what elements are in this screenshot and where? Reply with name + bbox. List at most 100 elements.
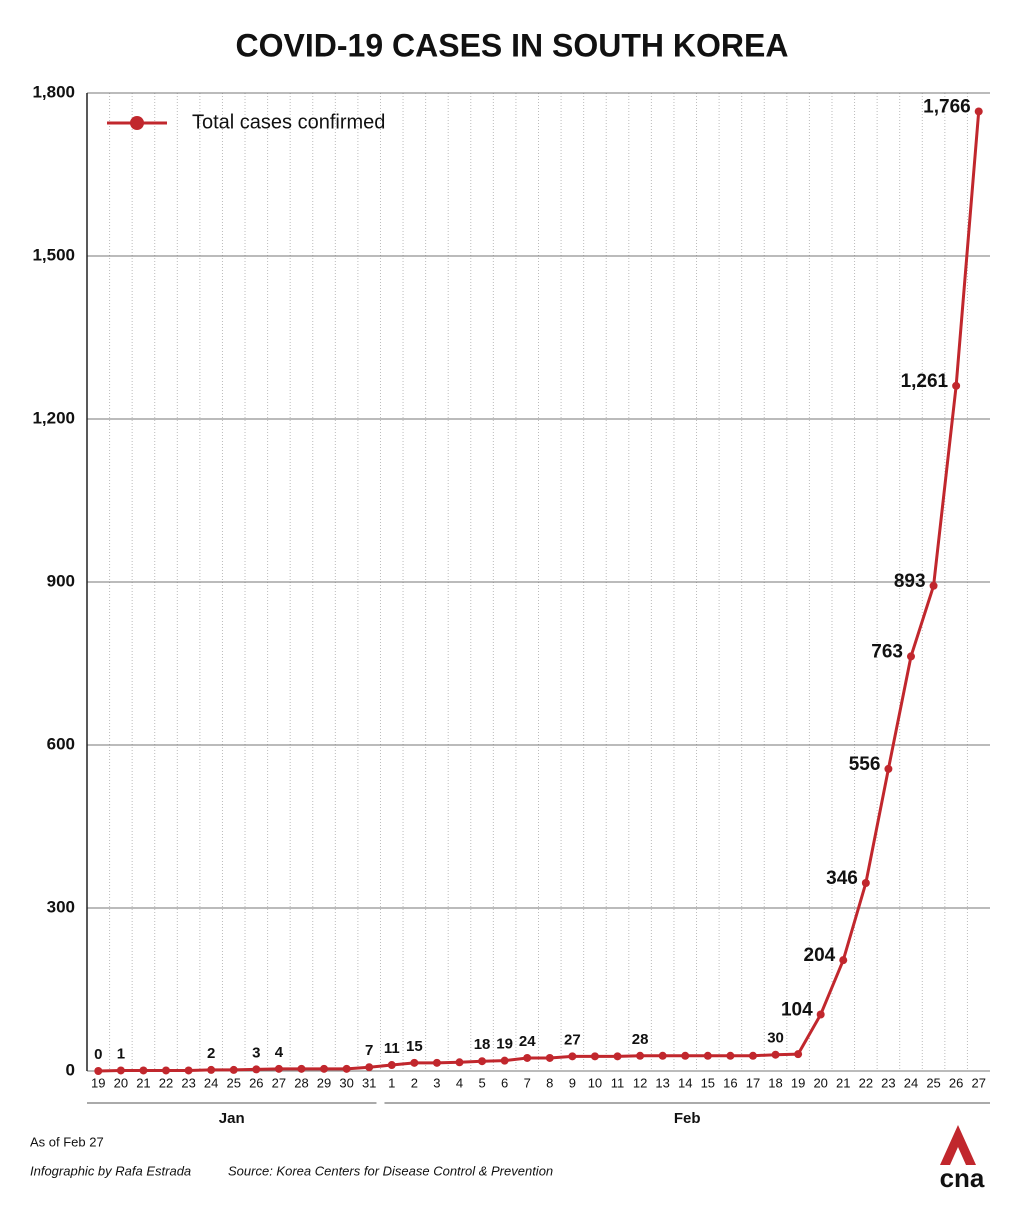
data-label: 204 [804, 945, 836, 966]
x-tick-label: 25 [227, 1075, 241, 1090]
data-label: 1,261 [901, 371, 949, 392]
data-point [478, 1057, 487, 1066]
data-label: 27 [564, 1031, 581, 1048]
data-label: 18 [474, 1036, 491, 1053]
x-tick-label: 6 [501, 1075, 508, 1090]
data-point [455, 1058, 464, 1067]
data-point [184, 1066, 193, 1075]
x-tick-label: 8 [546, 1075, 553, 1090]
data-label: 346 [826, 868, 858, 889]
data-point [229, 1065, 238, 1074]
y-tick-label: 900 [47, 571, 75, 590]
x-tick-label: 23 [881, 1075, 895, 1090]
chart-title: COVID-19 CASES IN SOUTH KOREA [236, 27, 789, 63]
data-label: 7 [365, 1042, 373, 1059]
data-point [974, 107, 983, 116]
data-point [658, 1051, 667, 1060]
x-tick-label: 5 [478, 1075, 485, 1090]
x-tick-label: 15 [701, 1075, 715, 1090]
data-label: 893 [894, 571, 926, 592]
data-point [929, 581, 938, 590]
data-point [274, 1064, 283, 1073]
data-point [342, 1064, 351, 1073]
x-tick-label: 7 [524, 1075, 531, 1090]
x-tick-label: 25 [926, 1075, 940, 1090]
x-tick-label: 20 [813, 1075, 827, 1090]
x-tick-label: 9 [569, 1075, 576, 1090]
data-point [410, 1058, 419, 1067]
x-tick-label: 13 [655, 1075, 669, 1090]
data-point [432, 1058, 441, 1067]
x-tick-label: 10 [588, 1075, 602, 1090]
x-tick-label: 2 [411, 1075, 418, 1090]
data-point [816, 1010, 825, 1019]
x-tick-label: 21 [836, 1075, 850, 1090]
data-point [771, 1050, 780, 1059]
x-tick-label: 27 [971, 1075, 985, 1090]
data-label: 1,766 [923, 96, 971, 117]
x-tick-label: 16 [723, 1075, 737, 1090]
data-label: 28 [632, 1031, 649, 1048]
data-label: 19 [496, 1036, 513, 1053]
data-point [906, 652, 915, 661]
data-label: 30 [767, 1030, 784, 1047]
month-label: Feb [674, 1110, 701, 1127]
x-tick-label: 30 [339, 1075, 353, 1090]
legend-label: Total cases confirmed [192, 111, 385, 133]
data-point [839, 956, 848, 965]
data-label: 15 [406, 1038, 423, 1055]
x-tick-label: 22 [859, 1075, 873, 1090]
data-point [952, 381, 961, 390]
month-label: Jan [219, 1110, 245, 1127]
x-tick-label: 24 [904, 1075, 918, 1090]
x-tick-label: 17 [746, 1075, 760, 1090]
data-point [748, 1051, 757, 1060]
data-point [884, 764, 893, 773]
x-tick-label: 22 [159, 1075, 173, 1090]
data-point [726, 1051, 735, 1060]
data-point [500, 1056, 509, 1065]
data-label: 11 [384, 1040, 400, 1057]
y-tick-label: 1,500 [32, 245, 75, 264]
x-tick-label: 27 [272, 1075, 286, 1090]
x-tick-label: 19 [91, 1075, 105, 1090]
data-label: 24 [519, 1033, 536, 1050]
x-tick-label: 12 [633, 1075, 647, 1090]
x-tick-label: 20 [114, 1075, 128, 1090]
credit-note: Infographic by Rafa Estrada [30, 1163, 191, 1178]
data-point [590, 1052, 599, 1061]
data-point [568, 1052, 577, 1061]
x-tick-label: 3 [433, 1075, 440, 1090]
data-point [162, 1066, 171, 1075]
data-point [861, 879, 870, 888]
x-tick-label: 24 [204, 1075, 218, 1090]
data-point [523, 1053, 532, 1062]
legend-marker [130, 116, 144, 130]
y-tick-label: 1,200 [32, 408, 75, 427]
data-point [636, 1051, 645, 1060]
data-point [794, 1050, 803, 1059]
y-tick-label: 600 [47, 734, 75, 753]
series-line [98, 111, 981, 1073]
data-label: 104 [781, 1000, 813, 1021]
data-label: 0 [94, 1046, 102, 1063]
as-of-note: As of Feb 27 [30, 1134, 104, 1149]
x-tick-label: 4 [456, 1075, 463, 1090]
logo-text: cna [940, 1163, 985, 1193]
y-tick-label: 1,800 [32, 82, 75, 101]
data-point [681, 1051, 690, 1060]
x-tick-label: 19 [791, 1075, 805, 1090]
data-label: 556 [849, 754, 881, 775]
data-point [613, 1052, 622, 1061]
y-tick-label: 0 [66, 1060, 75, 1079]
x-tick-label: 28 [294, 1075, 308, 1090]
data-point [365, 1063, 374, 1072]
data-label: 763 [871, 641, 903, 662]
x-tick-label: 26 [249, 1075, 263, 1090]
data-label: 2 [207, 1045, 215, 1062]
data-point [252, 1065, 261, 1074]
logo-mark [940, 1125, 976, 1165]
x-tick-label: 26 [949, 1075, 963, 1090]
data-label: 3 [252, 1044, 260, 1061]
